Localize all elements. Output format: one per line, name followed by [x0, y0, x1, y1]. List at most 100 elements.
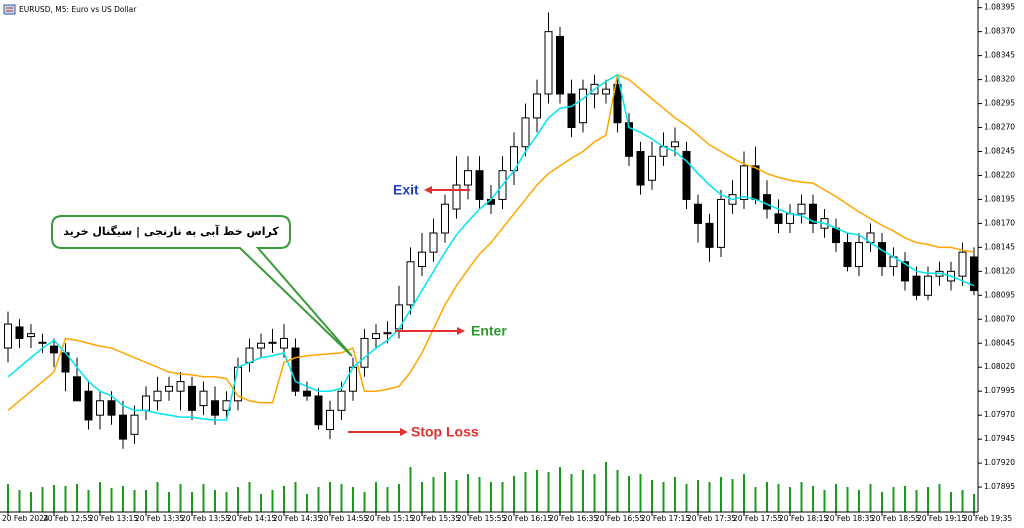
candle-body — [119, 414, 127, 440]
x-tick-label: 20 Feb 16:35 — [549, 514, 598, 523]
y-tick-label: 1.08270 — [984, 123, 1015, 132]
candle-body — [314, 395, 323, 426]
callout-bubble — [51, 215, 353, 357]
candle-body — [406, 261, 415, 306]
candle-body — [717, 198, 725, 248]
candle-body — [188, 385, 196, 411]
y-tick-label: 1.08070 — [984, 314, 1015, 323]
y-tick-label: 1.08320 — [984, 75, 1015, 84]
x-tick-label: 20 Feb 17:55 — [733, 514, 782, 523]
candle-body — [636, 150, 645, 186]
candle-body — [15, 326, 24, 339]
candle-body — [475, 170, 484, 200]
candle-body — [694, 203, 702, 224]
candle-body — [556, 35, 564, 95]
x-tick-label: 20 Feb 13:15 — [89, 514, 138, 523]
candle-body — [878, 242, 886, 268]
stop-loss-arrow-head — [400, 428, 408, 436]
x-tick-label: 20 Feb 15:15 — [365, 514, 414, 523]
candle-body — [763, 194, 771, 210]
x-tick-label: 20 Feb 13:35 — [135, 514, 184, 523]
y-tick-label: 1.08370 — [984, 27, 1015, 36]
candle-body — [291, 347, 300, 392]
x-tick-label: 20 Feb 19:35 — [963, 514, 1012, 523]
candle-body — [671, 141, 679, 148]
y-tick-label: 1.08045 — [984, 338, 1015, 347]
candle-body — [751, 165, 760, 200]
candle-body — [360, 337, 369, 368]
stop-loss-label: Stop Loss — [411, 424, 479, 440]
x-tick-label: 20 Feb 14:35 — [273, 514, 322, 523]
x-tick-label: 20 Feb 13:55 — [181, 514, 230, 523]
candle-body — [50, 345, 58, 354]
candle-body — [786, 213, 794, 224]
x-tick-label: 20 Feb 16:55 — [595, 514, 644, 523]
candle-body — [303, 390, 311, 397]
candle-body — [705, 222, 714, 248]
y-tick-label: 1.08170 — [984, 218, 1015, 227]
candle-body — [901, 261, 909, 282]
y-tick-label: 1.08220 — [984, 170, 1015, 179]
candle-body — [452, 184, 461, 210]
enter-label: Enter — [471, 323, 507, 339]
candle-body — [429, 232, 438, 253]
candle-body — [832, 227, 840, 244]
candle-body — [280, 337, 288, 349]
candle-body — [533, 93, 541, 119]
candle-body — [648, 155, 656, 181]
y-tick-label: 1.07970 — [984, 410, 1015, 419]
y-tick-label: 1.08195 — [984, 194, 1015, 203]
y-tick-label: 1.08245 — [984, 146, 1015, 155]
y-tick-label: 1.07920 — [984, 458, 1015, 467]
x-tick-label: 20 Feb 15:55 — [457, 514, 506, 523]
x-tick-label: 20 Feb 19:15 — [917, 514, 966, 523]
candle-body — [176, 381, 185, 392]
candle-body — [912, 275, 921, 296]
candle-body — [27, 333, 35, 338]
candle-body — [521, 117, 530, 148]
exit-label: Exit — [393, 182, 419, 198]
candle-body — [130, 414, 139, 435]
candle-body — [153, 390, 162, 402]
candle-body — [4, 323, 12, 349]
exit-arrow-head — [424, 186, 432, 194]
candle-body — [257, 342, 265, 349]
x-tick-label: 20 Feb 14:15 — [227, 514, 276, 523]
candle-body — [38, 341, 47, 344]
candle-body — [326, 409, 334, 431]
candle-body — [418, 251, 426, 268]
y-tick-label: 1.08145 — [984, 242, 1015, 251]
candle-body — [797, 203, 806, 215]
y-tick-label: 1.08395 — [984, 3, 1015, 12]
candle-body — [567, 93, 576, 129]
x-tick-label: 20 Feb 15:35 — [411, 514, 460, 523]
candle-body — [268, 341, 277, 344]
y-tick-label: 1.08120 — [984, 266, 1015, 275]
candle-body — [740, 165, 748, 200]
y-tick-label: 1.08095 — [984, 290, 1015, 299]
indicator-line — [7, 73, 975, 411]
candle-body — [602, 88, 610, 95]
indicator-line — [7, 73, 975, 421]
candle-body — [165, 385, 173, 392]
candle-body — [441, 203, 449, 234]
callout-text: کراس خط آبی به نارنجی | سیگنال خرید — [63, 224, 279, 238]
candle-body — [96, 400, 104, 416]
x-tick-label: 20 Feb 12:55 — [43, 514, 92, 523]
candle-body — [84, 390, 93, 421]
chart-title: EURUSD, M5: Euro vs US Dollar — [19, 5, 137, 14]
x-tick-label: 20 Feb 2024 — [2, 514, 49, 523]
y-tick-label: 1.08345 — [984, 51, 1015, 60]
x-tick-label: 20 Feb 17:35 — [687, 514, 736, 523]
candle-body — [383, 332, 392, 335]
candle-body — [843, 242, 852, 268]
candle-body — [142, 395, 150, 411]
candle-body — [924, 275, 932, 296]
candle-body — [682, 150, 691, 200]
candle-body — [958, 251, 967, 277]
x-tick-label: 20 Feb 16:15 — [503, 514, 552, 523]
candle-body — [625, 122, 633, 157]
candle-body — [372, 333, 380, 339]
